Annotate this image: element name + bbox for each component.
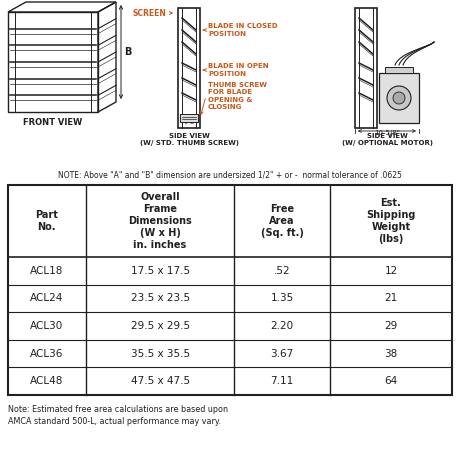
Text: FRONT VIEW: FRONT VIEW [24, 118, 83, 127]
Text: ACL48: ACL48 [30, 376, 64, 386]
Text: ACL36: ACL36 [30, 349, 64, 359]
Text: SIDE VIEW
(W/ STD. THUMB SCREW): SIDE VIEW (W/ STD. THUMB SCREW) [140, 133, 238, 147]
Text: 17.5 x 17.5: 17.5 x 17.5 [130, 266, 189, 276]
Text: BLADE IN CLOSED
POSITION: BLADE IN CLOSED POSITION [208, 23, 278, 37]
Text: 21: 21 [384, 293, 397, 303]
Text: 35.5 x 35.5: 35.5 x 35.5 [130, 349, 189, 359]
Polygon shape [379, 73, 419, 123]
Text: 64: 64 [384, 376, 397, 386]
Text: .52: .52 [274, 266, 290, 276]
Text: Overall
Frame
Dimensions
(W x H)
in. inches: Overall Frame Dimensions (W x H) in. inc… [128, 192, 192, 250]
Text: BLADE IN OPEN
POSITION: BLADE IN OPEN POSITION [208, 63, 269, 77]
Text: NOTE: Above "A" and "B" dimension are undersized 1/2" + or -  normal tolerance o: NOTE: Above "A" and "B" dimension are un… [58, 171, 402, 180]
Text: 12: 12 [384, 266, 397, 276]
Text: 38: 38 [384, 349, 397, 359]
Text: 7.11: 7.11 [271, 376, 294, 386]
Text: SIDE VIEW
(W/ OPTIONAL MOTOR): SIDE VIEW (W/ OPTIONAL MOTOR) [342, 133, 432, 147]
Text: 23.5 x 23.5: 23.5 x 23.5 [130, 293, 189, 303]
Text: B: B [124, 47, 131, 57]
Text: SCREEN: SCREEN [132, 9, 166, 17]
Circle shape [387, 86, 411, 110]
Text: 29: 29 [384, 321, 397, 331]
Text: ACL18: ACL18 [30, 266, 64, 276]
Text: 3.67: 3.67 [271, 349, 294, 359]
Text: Part
No.: Part No. [35, 210, 58, 232]
Text: Est.
Shipping
Weight
(lbs): Est. Shipping Weight (lbs) [366, 198, 416, 244]
Text: ACL30: ACL30 [30, 321, 64, 331]
Text: 10-5/8": 10-5/8" [374, 130, 400, 136]
Text: Free
Area
(Sq. ft.): Free Area (Sq. ft.) [261, 204, 304, 238]
Polygon shape [180, 114, 198, 122]
Polygon shape [385, 67, 413, 73]
Text: Note: Estimated free area calculations are based upon
AMCA standard 500-L, actua: Note: Estimated free area calculations a… [8, 405, 228, 426]
Text: 47.5 x 47.5: 47.5 x 47.5 [130, 376, 189, 386]
Text: THUMB SCREW
FOR BLADE
OPENING &
CLOSING: THUMB SCREW FOR BLADE OPENING & CLOSING [208, 82, 267, 110]
Text: 29.5 x 29.5: 29.5 x 29.5 [130, 321, 189, 331]
Circle shape [393, 92, 405, 104]
Text: ACL24: ACL24 [30, 293, 64, 303]
Text: 1.35: 1.35 [271, 293, 294, 303]
Text: 2.20: 2.20 [271, 321, 294, 331]
